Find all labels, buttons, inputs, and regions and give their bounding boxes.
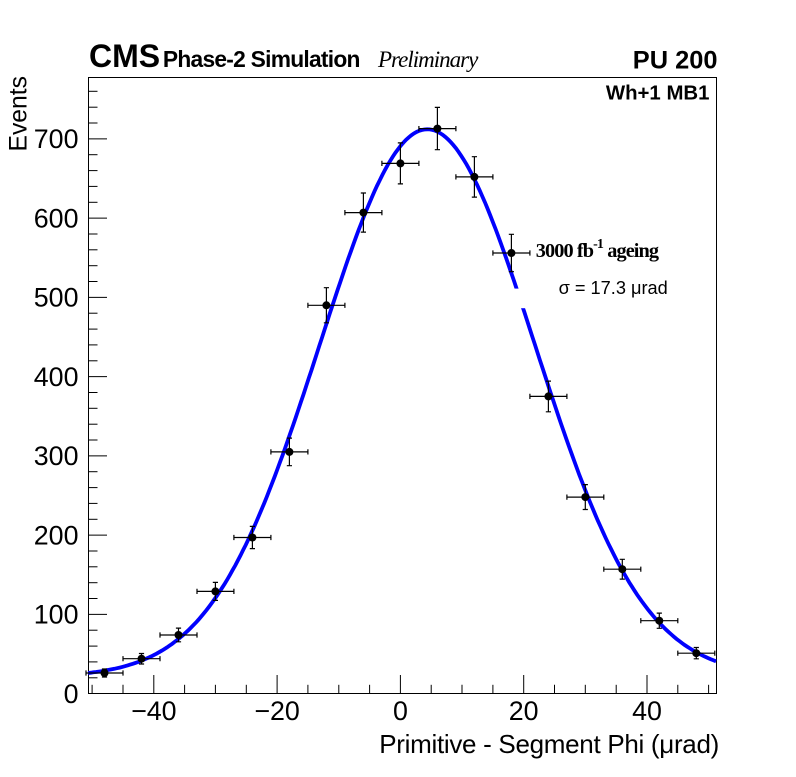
svg-text:20: 20 (509, 696, 539, 726)
svg-text:Wh+1 MB1: Wh+1 MB1 (606, 82, 710, 104)
svg-text:40: 40 (632, 696, 662, 726)
svg-text:100: 100 (34, 600, 79, 630)
svg-text:σ = 17.3 μrad: σ = 17.3 μrad (559, 278, 668, 298)
svg-text:600: 600 (34, 203, 79, 233)
svg-text:0: 0 (393, 696, 408, 726)
svg-text:700: 700 (34, 124, 79, 154)
svg-text:CMS: CMS (89, 38, 160, 74)
svg-text:200: 200 (34, 520, 79, 550)
svg-text:Primitive - Segment Phi (μrad): Primitive - Segment Phi (μrad) (379, 729, 719, 759)
svg-text:0: 0 (64, 679, 79, 709)
svg-text:Preliminary: Preliminary (377, 47, 479, 72)
svg-text:−20: −20 (254, 696, 299, 726)
svg-text:400: 400 (34, 362, 79, 392)
svg-text:PU 200: PU 200 (633, 47, 718, 75)
svg-text:−40: −40 (131, 696, 176, 726)
svg-text:Phase-2 Simulation: Phase-2 Simulation (163, 46, 360, 72)
svg-text:500: 500 (34, 283, 79, 313)
svg-text:Events: Events (6, 76, 33, 151)
svg-text:300: 300 (34, 441, 79, 471)
